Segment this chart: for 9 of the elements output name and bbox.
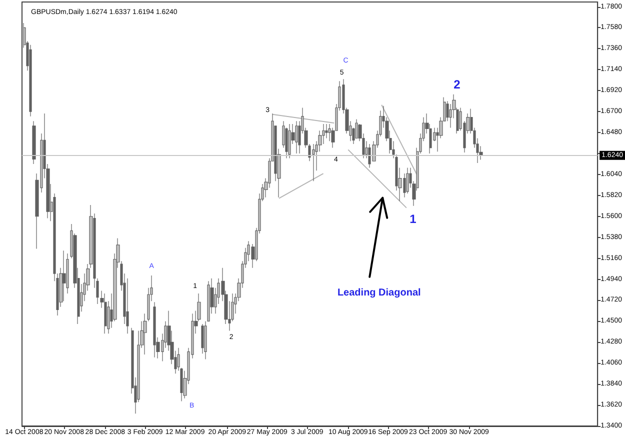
candlestick: [406, 167, 409, 194]
candlestick: [29, 44, 32, 117]
annotation: 1: [410, 212, 417, 226]
candlestick: [153, 302, 156, 358]
annotation: 2: [454, 77, 461, 92]
candlestick: [104, 293, 107, 334]
candlestick: [143, 313, 147, 355]
candlestick: [32, 120, 36, 164]
annotation: Leading Diagonal: [337, 287, 422, 298]
